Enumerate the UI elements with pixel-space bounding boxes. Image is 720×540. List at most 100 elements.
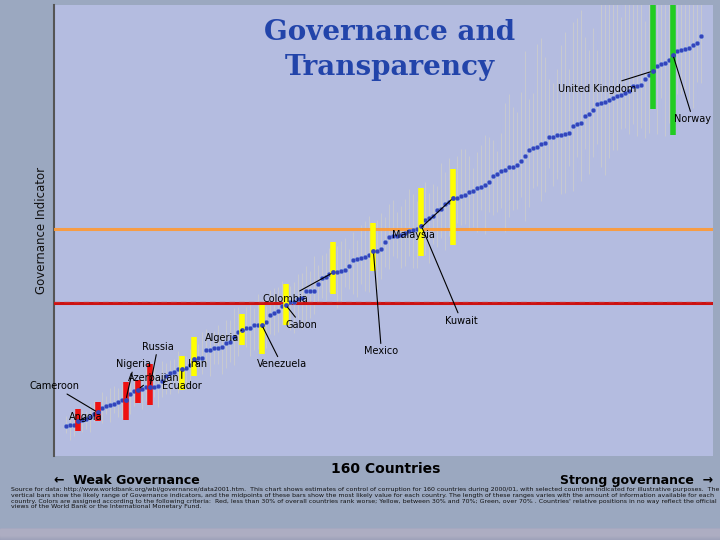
Bar [0,532,720,538]
Bar [54,448,713,453]
Bar [0,530,720,535]
Point [224,338,235,347]
Bar [54,449,713,454]
Point [580,111,591,120]
Text: Strong governance  →: Strong governance → [559,474,713,487]
Text: Nigeria: Nigeria [117,359,151,397]
Bar [0,535,720,540]
Bar [54,450,713,454]
Point [516,157,527,165]
Point [343,262,355,271]
Point [552,131,563,139]
Bar [54,449,713,454]
Point [531,143,543,151]
Bar [0,530,720,536]
Point [571,119,582,128]
Point [563,129,575,137]
Point [336,267,347,276]
Bar [54,450,713,454]
Bar [54,451,713,456]
Point [256,320,267,329]
Point [675,45,687,54]
Point [611,92,623,100]
Bar [0,534,720,539]
Bar [0,534,720,539]
Bar [0,532,720,537]
Bar [0,530,720,536]
Bar [0,534,720,539]
Point [312,280,323,288]
Point [216,343,228,352]
Point [492,170,503,178]
Text: Colombia: Colombia [263,274,331,303]
Text: United Kingdom: United Kingdom [558,72,650,93]
Bar [54,448,713,453]
Point [100,402,112,410]
Point [428,212,439,221]
Bar [54,451,713,455]
Point [639,75,651,83]
Text: Norway: Norway [674,57,711,124]
Bar [0,531,720,537]
Point [667,50,679,59]
Bar [0,535,720,540]
Bar [54,449,713,454]
Point [120,396,132,404]
Point [439,200,451,208]
Point [475,183,487,191]
Text: Russia: Russia [142,342,174,384]
Bar [0,532,720,538]
Point [351,254,363,263]
Point [276,302,287,310]
Bar [54,449,713,454]
Point [464,188,475,197]
Bar [0,533,720,538]
Point [404,227,415,235]
Point [376,245,387,253]
Point [500,166,511,174]
Point [583,110,595,118]
Bar [54,448,713,453]
Bar [54,449,713,454]
Bar [54,448,713,452]
Bar [54,452,713,456]
Point [260,318,271,327]
Bar [54,451,713,456]
Bar [54,449,713,454]
Point [320,273,331,281]
Point [679,45,690,53]
Point [144,382,156,391]
Bar [0,532,720,538]
Bar [54,449,713,453]
Point [651,62,662,70]
Text: Kuwait: Kuwait [423,228,477,326]
Bar [0,534,720,539]
Bar [54,448,713,452]
Bar [0,529,720,535]
Point [292,294,303,303]
Bar [54,449,713,454]
Point [415,221,427,230]
Point [627,82,639,91]
Point [232,327,243,336]
Bar [0,530,720,535]
Bar [0,535,720,540]
Bar [0,530,720,535]
Bar [0,531,720,537]
Point [591,100,603,109]
Bar [54,451,713,456]
Text: Ecuador: Ecuador [162,372,202,392]
Bar [0,530,720,536]
Bar [54,450,713,455]
Point [196,353,207,362]
Bar [0,535,720,540]
Bar [54,451,713,456]
Point [691,38,703,47]
Bar [0,534,720,539]
Point [244,323,256,332]
Bar [54,449,713,453]
Bar [0,530,720,535]
Point [348,256,359,265]
Point [444,198,455,207]
Point [72,417,84,426]
